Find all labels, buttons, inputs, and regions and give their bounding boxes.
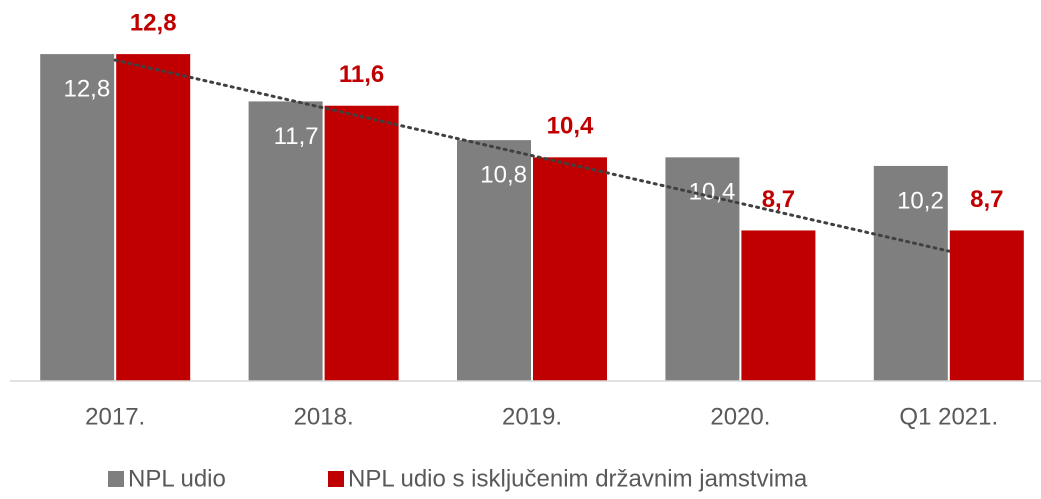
x-tick-label: 2020. (710, 403, 770, 430)
legend-swatch (328, 471, 344, 487)
bar (457, 140, 531, 381)
trendline (113, 58, 951, 253)
bar (533, 157, 607, 381)
bar (116, 54, 191, 382)
data-label: 10,4 (547, 113, 594, 140)
data-label: 8,7 (970, 186, 1003, 213)
data-label: 10,2 (897, 187, 944, 214)
bar (40, 54, 115, 382)
bar (949, 230, 1024, 381)
x-tick-label: 2018. (294, 403, 354, 430)
data-label: 11,6 (339, 61, 384, 88)
x-tick-label: 2017. (85, 403, 145, 430)
bar (741, 230, 816, 381)
x-tick-label: 2019. (502, 403, 562, 430)
data-label: 10,8 (480, 161, 527, 188)
legend-label: NPL udio (128, 465, 226, 492)
x-tick-label: Q1 2021. (899, 403, 998, 430)
legend-label: NPL udio s isključenim državnim jamstvim… (348, 465, 808, 492)
legend-swatch (108, 471, 124, 487)
bar (873, 165, 948, 381)
data-label: 12,8 (130, 9, 177, 36)
bar (248, 101, 323, 381)
data-label: 12,8 (63, 75, 110, 102)
data-label: 8,7 (762, 186, 795, 213)
data-label: 11,7 (274, 123, 319, 150)
bar (324, 105, 399, 381)
